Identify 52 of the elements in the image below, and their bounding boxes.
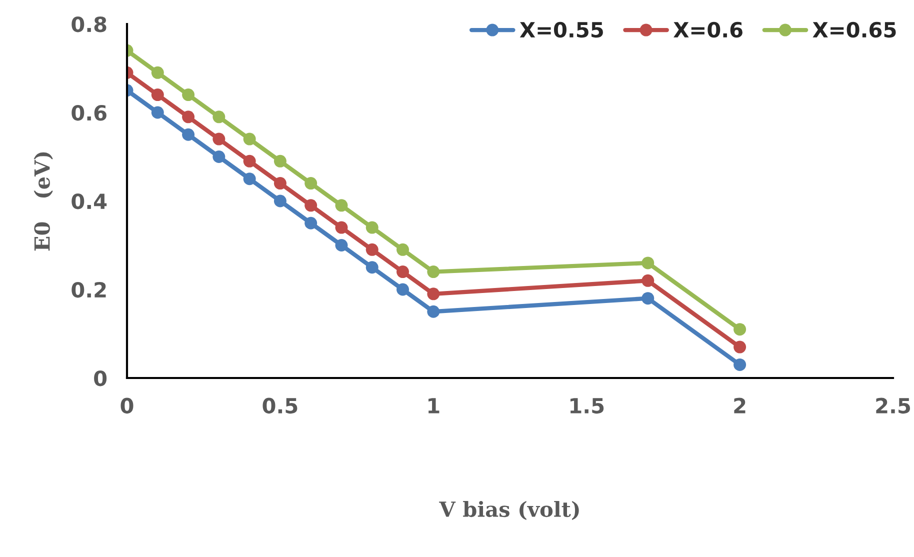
point xyxy=(151,66,164,79)
point xyxy=(151,88,164,102)
point xyxy=(304,177,318,190)
point xyxy=(396,243,410,256)
point xyxy=(274,154,286,168)
x-tick-label: 0.5 xyxy=(262,398,298,414)
point xyxy=(396,283,410,296)
point xyxy=(427,266,440,278)
point xyxy=(642,256,654,270)
y-axis-title: E0 (eV) xyxy=(34,152,53,251)
point xyxy=(274,177,286,190)
x-tick-label: 1.5 xyxy=(570,398,604,414)
legend-label: X=0.6 xyxy=(674,22,742,38)
point xyxy=(212,132,226,146)
y-tick-label: 0.2 xyxy=(72,282,106,298)
point xyxy=(335,239,348,252)
x-axis-title: V bias (volt) xyxy=(439,500,579,520)
y-tick-label: 0.6 xyxy=(72,104,106,121)
point xyxy=(734,323,746,336)
legend-label: X=0.65 xyxy=(812,22,896,38)
legend-label: X=0.55 xyxy=(520,22,603,38)
point xyxy=(642,274,654,287)
point xyxy=(427,288,440,300)
x-tick-label: 1 xyxy=(428,398,440,414)
y-tick-label: 0.8 xyxy=(72,16,106,32)
point xyxy=(212,150,226,163)
y-tick-label: 0 xyxy=(94,370,107,386)
point xyxy=(304,216,318,230)
point xyxy=(304,199,318,212)
point xyxy=(335,221,348,234)
point xyxy=(396,266,410,278)
point xyxy=(243,154,256,168)
point xyxy=(366,243,378,256)
x-tick-label: 2.5 xyxy=(876,398,910,414)
point xyxy=(734,358,746,371)
x-tick-label: 2 xyxy=(734,398,746,414)
point xyxy=(151,106,164,119)
y-tick-label: 0.4 xyxy=(72,193,107,210)
x-tick-label: 0 xyxy=(120,398,134,414)
point xyxy=(182,88,195,102)
point xyxy=(243,132,256,146)
point xyxy=(366,261,378,274)
point xyxy=(182,128,195,141)
point xyxy=(274,194,286,208)
point xyxy=(243,172,256,186)
point xyxy=(427,305,440,318)
point xyxy=(734,340,746,354)
point xyxy=(212,110,226,124)
point xyxy=(182,110,195,124)
point xyxy=(642,292,654,305)
point xyxy=(366,221,378,234)
point xyxy=(335,199,348,212)
